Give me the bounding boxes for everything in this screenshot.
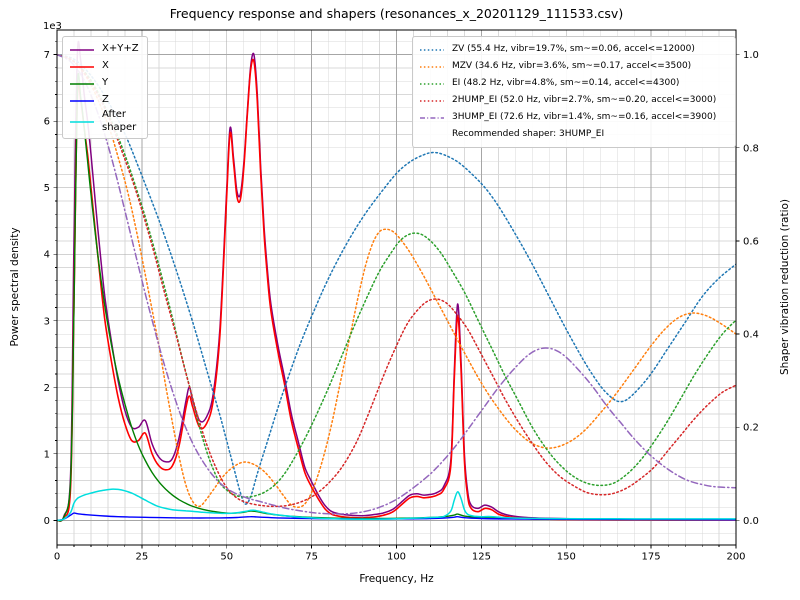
legend-line-sample	[420, 82, 444, 85]
series-after-shaper-line	[57, 488, 736, 522]
y-left-tick-label: 1	[44, 449, 50, 460]
legend-label: Z	[102, 94, 109, 106]
series-mzv-line	[57, 53, 736, 509]
series-y-line	[57, 72, 736, 522]
y-right-tick-label: 0.2	[743, 423, 759, 434]
legend-label: MZV (34.6 Hz, vibr=3.6%, sm~=0.17, accel…	[452, 60, 692, 71]
legend-line-sample	[70, 99, 94, 102]
series-3hump-ei-line	[57, 53, 736, 515]
legend-line-sample	[70, 82, 94, 85]
legend-label: X	[102, 60, 109, 72]
y-right-tick-label: 0.6	[743, 236, 759, 247]
y-right-tick-label: 1.0	[743, 50, 759, 61]
x-tick-label: 200	[726, 552, 745, 563]
x-tick-label: 75	[305, 552, 318, 563]
y-axis-offset-text: 1e3	[43, 21, 62, 32]
legend-row: Recommended shaper: 3HUMP_EI	[419, 126, 727, 143]
x-axis-label: Frequency, Hz	[359, 573, 434, 585]
shapers-legend: ZV (55.4 Hz, vibr=19.7%, sm~=0.06, accel…	[412, 36, 736, 148]
series-zv-line	[57, 53, 736, 505]
y-right-axis-label: Shaper vibration reduction (ratio)	[779, 198, 791, 376]
legend-row: Y	[69, 75, 139, 92]
legend-label: ZV (55.4 Hz, vibr=19.7%, sm~=0.06, accel…	[452, 43, 695, 54]
x-tick-label: 50	[220, 552, 233, 563]
y-left-axis-label: Power spectral density	[9, 227, 21, 347]
x-tick-label: 150	[557, 552, 576, 563]
legend-row: Z	[69, 92, 139, 109]
legend-line-sample	[70, 65, 94, 68]
legend-label: EI (48.2 Hz, vibr=4.8%, sm~=0.14, accel<…	[452, 77, 680, 88]
legend-label: Y	[102, 77, 109, 89]
y-left-tick-label: 7	[44, 50, 50, 61]
y-left-tick-label: 4	[44, 250, 50, 261]
chart-title: Frequency response and shapers (resonanc…	[169, 6, 624, 21]
legend-line-sample	[420, 48, 444, 51]
y-right-tick-label: 0.0	[743, 516, 759, 527]
legend-spacer	[419, 129, 445, 141]
x-tick-label: 25	[136, 552, 149, 563]
series-z-line	[57, 512, 736, 522]
y-right-tick-label: 0.4	[743, 330, 759, 341]
psd-legend: X+Y+Z X Y Z After shaper	[62, 36, 148, 139]
series-ei-line	[57, 53, 736, 498]
y-left-tick-label: 0	[44, 516, 50, 527]
y-right-tick-label: 0.8	[743, 143, 759, 154]
legend-label: X+Y+Z	[102, 43, 139, 55]
recommended-shaper-label: Recommended shaper: 3HUMP_EI	[452, 128, 605, 139]
legend-row: EI (48.2 Hz, vibr=4.8%, sm~=0.14, accel<…	[419, 75, 727, 92]
legend-line-sample	[70, 120, 94, 123]
legend-row: 3HUMP_EI (72.6 Hz, vibr=1.4%, sm~=0.16, …	[419, 109, 727, 126]
legend-line-sample	[70, 48, 94, 51]
legend-label: 3HUMP_EI (72.6 Hz, vibr=1.4%, sm~=0.16, …	[452, 111, 717, 122]
series-x-line	[57, 58, 736, 522]
legend-label: After shaper	[102, 109, 137, 133]
x-tick-label: 175	[642, 552, 661, 563]
legend-row: X	[69, 58, 139, 75]
y-left-tick-label: 6	[44, 117, 50, 128]
series-2hump-ei-line	[57, 53, 736, 508]
x-tick-label: 0	[54, 552, 60, 563]
axis-tick-labels: 0 25 50 75 100 125 150 175 200 0 1 2 3 4 5 6 7 0.0 0.2 0.4 0…	[44, 50, 759, 562]
legend-line-sample	[420, 65, 444, 68]
legend-row: MZV (34.6 Hz, vibr=3.6%, sm~=0.17, accel…	[419, 58, 727, 75]
y-left-tick-label: 3	[44, 316, 50, 327]
legend-label: 2HUMP_EI (52.0 Hz, vibr=2.7%, sm~=0.20, …	[452, 94, 717, 105]
x-tick-label: 125	[472, 552, 491, 563]
legend-row: 2HUMP_EI (52.0 Hz, vibr=2.7%, sm~=0.20, …	[419, 92, 727, 109]
y-left-tick-label: 5	[44, 183, 50, 194]
x-tick-label: 100	[387, 552, 406, 563]
y-left-tick-label: 2	[44, 383, 50, 394]
axis-spine	[56, 29, 737, 546]
grid	[56, 30, 737, 545]
legend-row: ZV (55.4 Hz, vibr=19.7%, sm~=0.06, accel…	[419, 41, 727, 58]
legend-line-sample	[420, 99, 444, 102]
legend-row: X+Y+Z	[69, 41, 139, 58]
legend-line-sample	[420, 116, 444, 119]
legend-row: After shaper	[69, 109, 139, 134]
